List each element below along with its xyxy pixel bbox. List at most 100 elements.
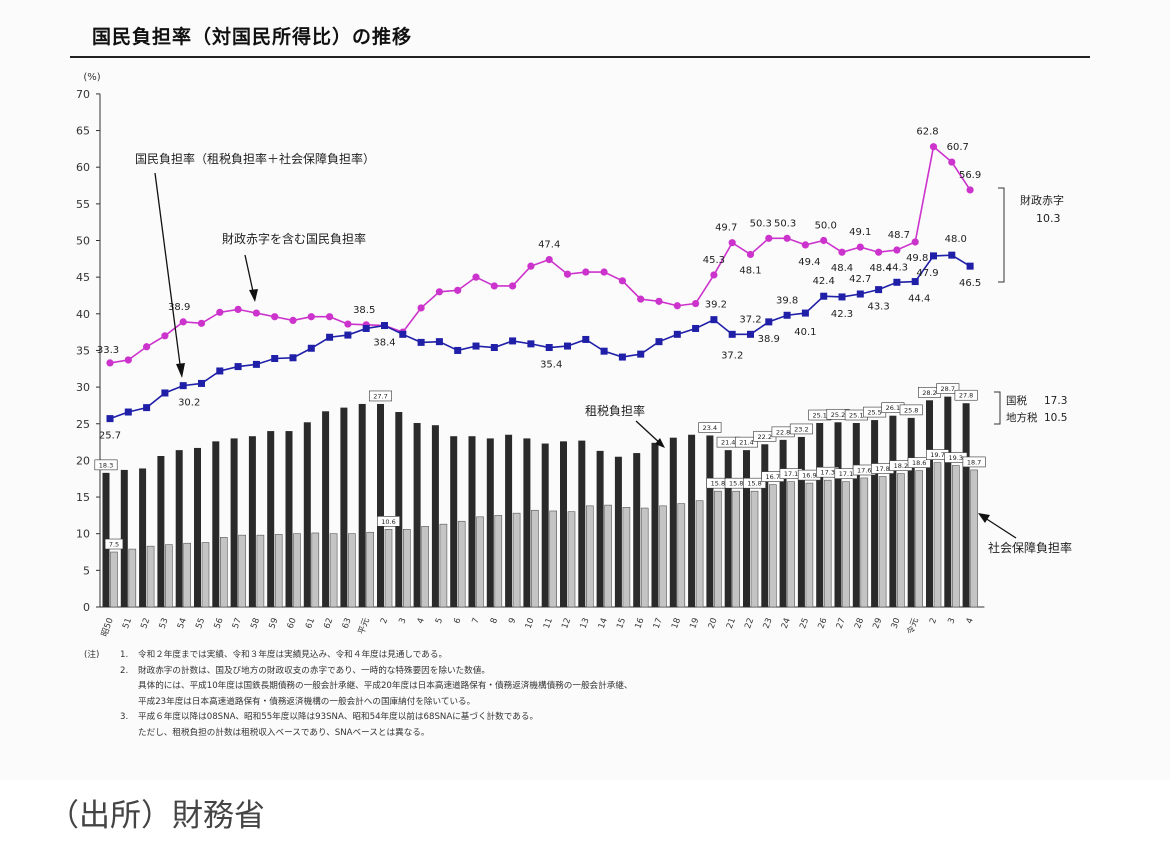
- bar-tax: [560, 441, 567, 607]
- bar-tax: [505, 434, 513, 607]
- series-pink-point: [948, 158, 956, 166]
- bar-social: [329, 533, 338, 608]
- arrow-pink-line: [244, 254, 255, 297]
- bar-tax-value-label: 22.2: [758, 433, 772, 441]
- x-tick-label: 5: [434, 617, 445, 626]
- blue-point-label: 42.7: [849, 274, 871, 285]
- pink-point-label: 50.3: [750, 218, 772, 229]
- bar-social: [714, 490, 722, 608]
- series-pink-point: [161, 332, 169, 340]
- tax-split-bracket: [994, 391, 1001, 425]
- series-blue-point: [216, 367, 224, 375]
- bar-social: [659, 505, 667, 608]
- series-blue-point: [783, 311, 791, 319]
- bar-tax-value-label: 21.4: [721, 439, 735, 447]
- national-tax-value: 17.3: [1044, 395, 1067, 407]
- series-pink-point: [106, 359, 114, 367]
- series-pink-point: [545, 255, 553, 264]
- arrow-blue-line: [154, 172, 182, 373]
- bar-social: [494, 515, 503, 608]
- arrowhead-tax: [655, 438, 665, 448]
- series-pink-point: [143, 343, 151, 351]
- x-tick-label: 21: [725, 617, 738, 631]
- bar-social: [366, 531, 375, 608]
- note-head: (注): [84, 650, 100, 660]
- series-pink-point: [472, 273, 480, 281]
- y-tick-label: 5: [83, 564, 90, 577]
- bar-social-value-label: 17.6: [857, 466, 871, 474]
- series-blue-point: [838, 293, 846, 301]
- bar-tax: [816, 423, 824, 607]
- bar-social-value-label: 19.7: [930, 451, 944, 459]
- bar-tax: [944, 396, 952, 607]
- bar-social-value-label: 10.6: [381, 518, 395, 526]
- y-tick-label: 40: [76, 308, 90, 321]
- bar-social-value-label: 17.1: [839, 470, 853, 478]
- bar-social-value-label: 7.5: [109, 541, 119, 549]
- x-tick-label: 7: [471, 617, 482, 626]
- series-blue-point: [399, 330, 407, 338]
- bar-tax: [614, 456, 622, 607]
- pink-point-label: 48.4: [869, 263, 891, 274]
- series-pink-point: [490, 282, 498, 290]
- y-tick-label: 20: [76, 454, 90, 467]
- bar-social: [146, 545, 155, 608]
- bar-tax-value-label-box: [94, 459, 118, 471]
- note-number: 2.: [120, 665, 129, 676]
- pink-point-label: 38.5: [353, 305, 375, 316]
- series-pink-point: [838, 248, 846, 256]
- pink-point-label: 45.3: [703, 255, 725, 266]
- x-tick-label: 30: [890, 617, 903, 631]
- bar-social-value-label: 15.8: [729, 480, 743, 488]
- deficit-value: 10.3: [1036, 212, 1061, 225]
- x-tick-label: 令元: [905, 616, 921, 636]
- arrow-social-bar: [981, 515, 1017, 539]
- blue-point-label: 44.3: [886, 262, 908, 273]
- x-tick-label: 9: [507, 617, 518, 626]
- local-tax-label: 地方税: [1006, 411, 1038, 424]
- note-text: ただし、租税負担の計数は租税収入ベースであり、SNAベースとは異なる。: [138, 727, 430, 738]
- series-pink-point: [710, 271, 718, 279]
- series-pink-point: [801, 241, 810, 249]
- bar-social: [970, 469, 978, 608]
- series-pink-point: [563, 270, 572, 278]
- bar-tax: [358, 403, 366, 607]
- bar-social-value-label: 18.7: [967, 458, 981, 466]
- series-blue-point: [728, 330, 736, 338]
- arrowhead-blue: [176, 363, 185, 378]
- series-blue-point: [106, 415, 114, 423]
- series-blue-point: [179, 382, 187, 390]
- annotation-blue-line: 国民負担率（租税負担率＋社会保障負担率）: [135, 151, 375, 166]
- x-tick-label: 17: [652, 617, 665, 631]
- note-number: 3.: [120, 712, 129, 723]
- y-tick-label: 15: [76, 491, 90, 504]
- series-blue-point: [637, 350, 645, 358]
- pink-point-label: 48.4: [831, 263, 853, 274]
- series-blue-point: [911, 278, 919, 286]
- x-tick-label: 53: [158, 617, 171, 631]
- pink-point-label: 38.9: [168, 302, 190, 313]
- y-tick-label: 30: [76, 381, 90, 394]
- bar-social-value-label: 16.7: [766, 473, 780, 481]
- bar-tax: [962, 403, 970, 607]
- annotation-pink-line: 財政赤字を含む国民負担率: [222, 231, 366, 246]
- series-blue-point: [472, 342, 480, 350]
- x-tick-label: 28: [853, 617, 866, 631]
- bar-social: [732, 490, 741, 608]
- series-pink-point: [856, 243, 864, 251]
- series-blue-point: [234, 363, 242, 371]
- series-pink-point: [271, 313, 279, 321]
- series-blue-point: [710, 316, 718, 324]
- series-blue-point: [600, 347, 608, 355]
- bar-social: [897, 473, 905, 608]
- arrowhead-pink: [249, 289, 258, 302]
- series-pink-point: [326, 313, 334, 321]
- series-blue-point: [124, 408, 132, 416]
- x-tick-label: 10: [524, 617, 537, 631]
- series-pink-point: [692, 299, 700, 308]
- bar-social: [842, 481, 850, 608]
- bar-social-value-label: 19.3: [949, 454, 963, 462]
- x-tick-label: 2: [379, 617, 390, 626]
- bar-social: [402, 529, 411, 608]
- series-blue-point: [161, 389, 169, 397]
